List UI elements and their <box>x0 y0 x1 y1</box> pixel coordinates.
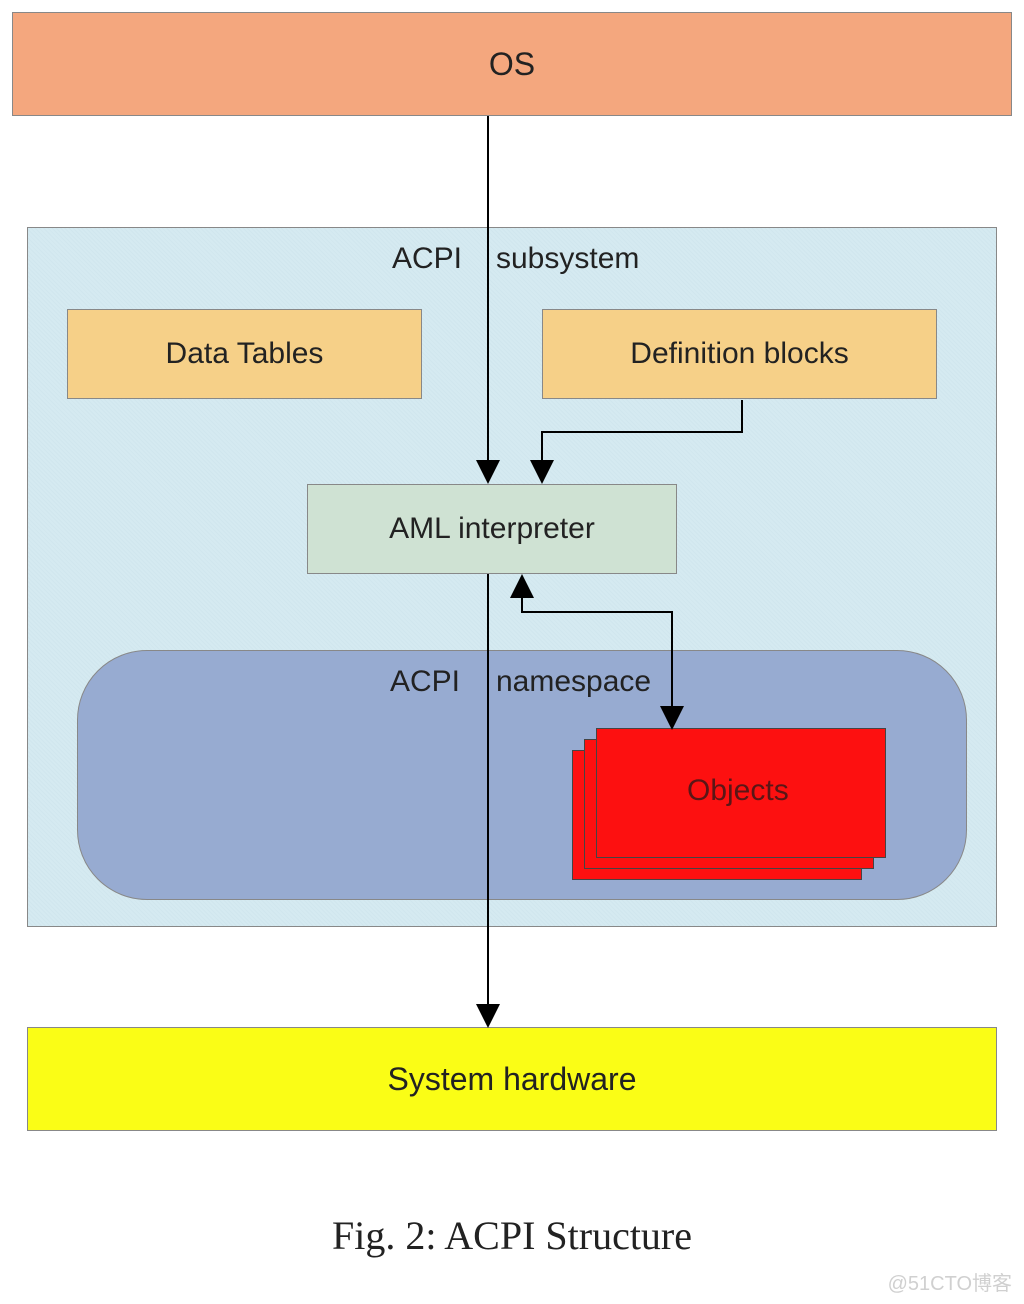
data-tables-label: Data Tables <box>166 337 324 371</box>
acpi-structure-diagram: OS ACPI subsystem Data Tables Definition… <box>12 12 1012 1192</box>
aml-interpreter-label: AML interpreter <box>389 512 595 546</box>
watermark: @51CTO博客 <box>888 1267 1012 1296</box>
aml-interpreter-node: AML interpreter <box>307 484 677 574</box>
definition-blocks-label: Definition blocks <box>630 337 848 371</box>
subsystem-label-left: ACPI <box>392 242 462 276</box>
hardware-label: System hardware <box>388 1061 637 1098</box>
namespace-label-right: namespace <box>496 665 651 699</box>
objects-label: Objects <box>687 774 789 808</box>
subsystem-label-right: subsystem <box>496 242 639 276</box>
hardware-node: System hardware <box>27 1027 997 1131</box>
figure-caption: Fig. 2: ACPI Structure <box>0 1212 1024 1259</box>
objects-card: Objects <box>596 728 886 858</box>
definition-blocks-node: Definition blocks <box>542 309 937 399</box>
os-label: OS <box>489 46 535 83</box>
data-tables-node: Data Tables <box>67 309 422 399</box>
os-node: OS <box>12 12 1012 116</box>
namespace-label-left: ACPI <box>390 665 460 699</box>
